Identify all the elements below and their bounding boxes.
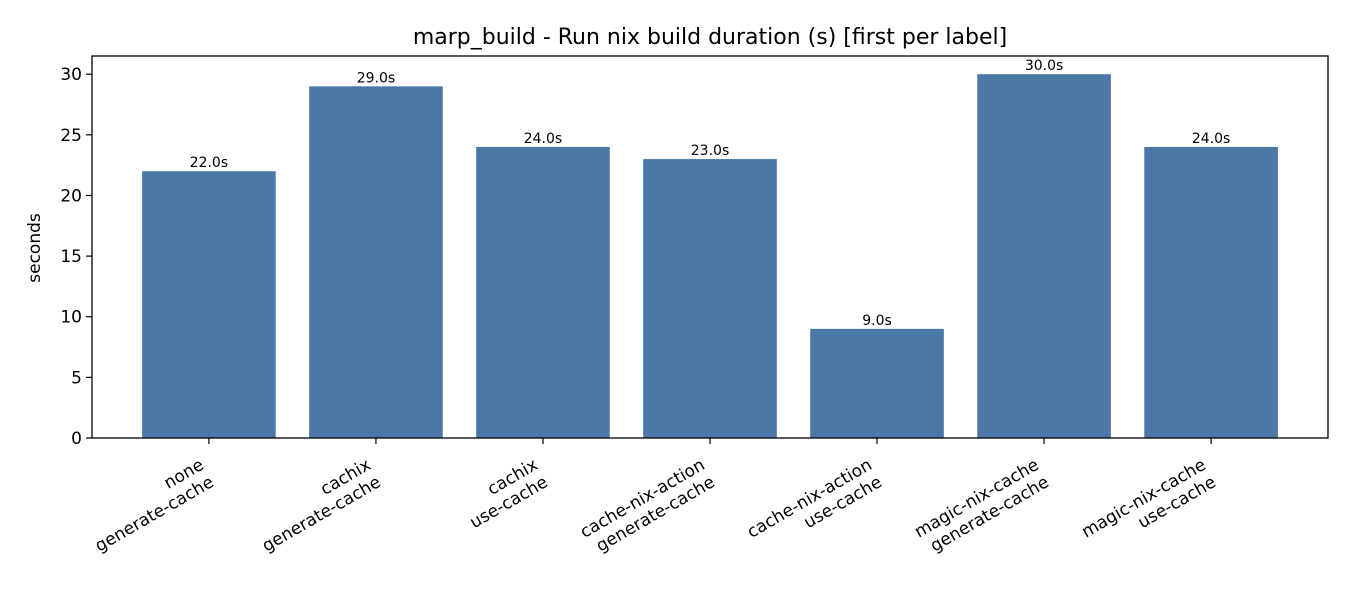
y-tick-label: 0 (71, 429, 82, 449)
bar-value-label: 23.0s (691, 143, 729, 159)
x-axis-ticks: nonegenerate-cache cachixgenerate-cache ca… (82, 438, 1220, 560)
y-tick-label: 20 (60, 186, 82, 206)
plot-frame (91, 55, 1329, 439)
bar-value-label: 30.0s (1025, 58, 1063, 74)
x-tick-label: nonegenerate-cache (82, 455, 218, 556)
bar-value-labels: 22.0s 29.0s 24.0s 23.0s 9.0s 30.0s 24.0s (190, 58, 1231, 329)
bar (476, 146, 610, 438)
x-tick-label-line: generate-cache (92, 472, 218, 556)
y-axis-ticks: 0 5 10 15 20 25 30 (60, 65, 92, 449)
y-axis-label: seconds (25, 213, 45, 283)
bar-value-label: 24.0s (1192, 131, 1230, 147)
bar-value-label: 29.0s (357, 70, 395, 86)
x-tick-label: cachixuse-cache (456, 455, 551, 533)
x-tick-label: cache-nix-actiongenerate-cache (577, 455, 719, 560)
x-tick-label: cachixgenerate-cache (249, 455, 385, 556)
bar (309, 86, 443, 439)
bar-value-label: 9.0s (862, 313, 892, 329)
bar (142, 171, 276, 438)
y-tick-label: 5 (71, 368, 82, 388)
x-tick-label: cache-nix-actionuse-cache (744, 455, 886, 560)
bar (1144, 146, 1278, 438)
bar (977, 74, 1111, 438)
y-tick-label: 25 (60, 126, 82, 146)
bar (810, 328, 944, 438)
chart-title: marp_build - Run nix build duration (s) … (413, 25, 1007, 50)
x-tick-label: magic-nix-cachegenerate-cache (911, 455, 1052, 560)
x-tick-label: magic-nix-cacheuse-cache (1078, 455, 1219, 560)
y-tick-label: 15 (60, 247, 82, 267)
bar-value-label: 24.0s (524, 131, 562, 147)
y-tick-label: 30 (60, 65, 82, 85)
y-tick-label: 10 (60, 308, 82, 328)
bar (643, 159, 777, 439)
bar-value-label: 22.0s (190, 155, 228, 171)
bars-group (142, 74, 1278, 439)
